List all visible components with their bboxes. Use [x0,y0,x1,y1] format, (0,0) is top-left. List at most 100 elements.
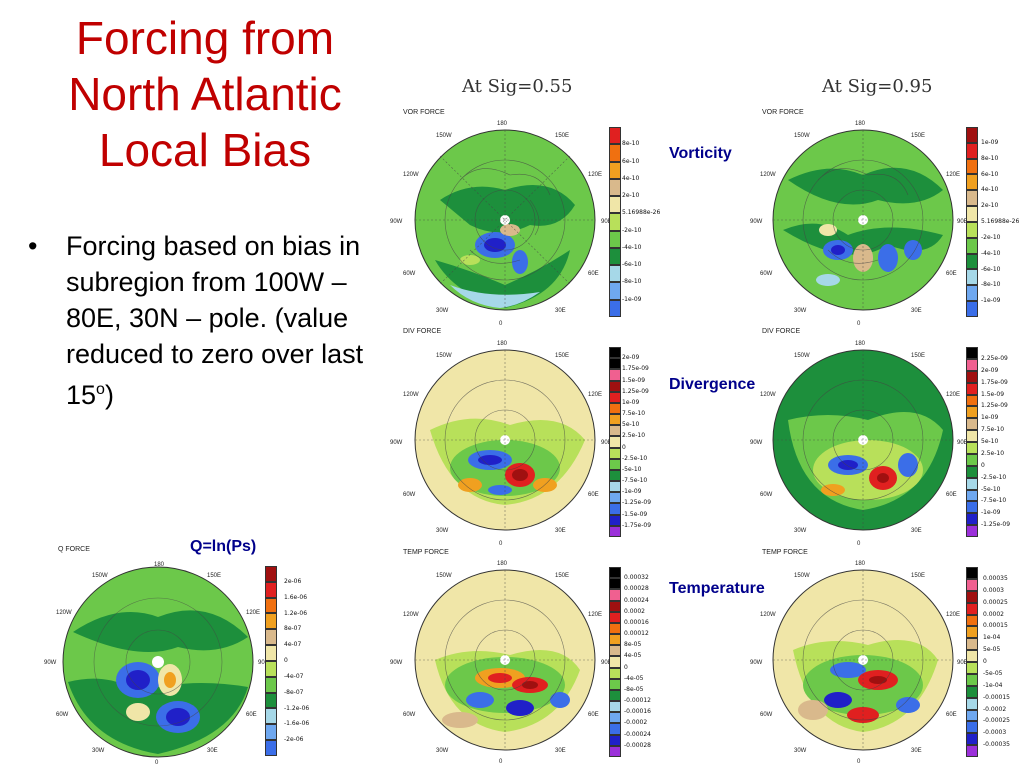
colorbar-label: 0.00012 [624,630,649,638]
colorbar-cell [966,406,978,419]
colorbar-cell [609,436,621,448]
colorbar-label: -1e-04 [983,681,1003,689]
colorbar-cell [609,689,621,702]
colorbar-label: 0.00035 [983,574,1008,582]
colorbar-label: -8e-05 [624,685,644,693]
colorbar-label: 0 [983,658,987,665]
colorbar-cell [966,253,978,270]
colorbar-cell [609,503,621,515]
colorbar-cell [609,369,621,381]
colorbar-cell [966,206,978,222]
colorbar-cell [609,667,621,679]
colorbar-cell [966,662,978,674]
colorbar-vor-095 [966,127,978,317]
colorbar-label: 0 [284,657,288,664]
map-temp-055 [414,569,596,751]
colorbar-q [265,566,277,756]
colorbar-label: 4e-10 [622,174,640,182]
colorbar-label: -0.00015 [983,693,1010,701]
colorbar-cell [966,190,978,207]
colorbar-label: 0.0002 [983,610,1004,618]
colorbar-label: 8e-10 [981,154,999,162]
colorbar-div-055 [609,347,621,537]
colorbar-cell [609,712,621,724]
colorbar-label: 4e-05 [624,652,642,660]
colorbar-cell [609,645,621,657]
colorbar-label: 6e-10 [622,157,640,165]
colorbar-label: 0.00024 [624,596,649,604]
tag-q: Q=ln(Ps) [190,538,257,555]
bullet-text: Forcing based on bias in subregion from … [66,231,364,410]
colorbar-label: -0.00025 [983,717,1010,725]
tag-vorticity: Vorticity [669,145,732,162]
tag-divergence: Divergence [669,376,756,393]
colorbar-cell [265,629,277,646]
colorbar-cell [609,734,621,746]
tag-temperature: Temperature [669,580,765,597]
colorbar-cell [966,709,978,722]
colorbar-label: -5e-10 [622,465,642,473]
colorbar-label: 1.5e-09 [622,376,646,384]
colorbar-label: 1e-04 [983,634,1001,642]
colorbar-cell [609,196,621,214]
panel-title-div-095: DIV FORCE [762,328,801,335]
colorbar-label: 5e-10 [622,421,640,429]
colorbar-label: 6e-10 [981,170,999,178]
colorbar-cell [609,127,621,145]
colorbar-label: -1.5e-09 [622,510,648,518]
colorbar-label: 1e-09 [981,138,999,146]
colorbar-cell [966,489,978,502]
colorbar-cell [609,402,621,415]
colorbar-cell [609,723,621,735]
colorbar-label: 8e-10 [622,140,640,148]
colorbar-label: -1.75e-09 [622,521,652,529]
column-header-right: At Sig=0.95 [822,76,933,97]
colorbar-cell [609,425,621,437]
colorbar-cell [609,391,621,403]
colorbar-cell [966,614,978,627]
colorbar-label: 1.6e-06 [284,593,308,601]
colorbar-label: 0.00028 [624,585,649,593]
colorbar-cell [609,514,621,526]
colorbar-cell [609,611,621,623]
colorbar-label: 0.00016 [624,618,649,626]
colorbar-cell [609,469,621,482]
colorbar-div-095 [966,347,978,537]
colorbar-cell [966,221,978,238]
colorbar-cell [609,525,621,537]
colorbar-label: 5e-10 [981,438,999,445]
colorbar-label: -0.00016 [624,708,651,716]
colorbar-label: 1e-09 [981,414,999,422]
colorbar-cell [966,578,978,591]
colorbar-label: -2e-10 [622,226,642,234]
colorbar-label: 5.16988e-26 [622,209,661,217]
colorbar-cell [966,142,978,159]
colorbar-label: -1.25e-09 [981,521,1011,529]
map-q [62,566,254,758]
colorbar-cell [609,589,621,601]
colorbar-cell [966,590,978,603]
colorbar-cell [609,414,621,426]
colorbar-cell [609,213,621,231]
colorbar-label: 1.75e-09 [981,378,1008,386]
colorbar-cell [609,144,621,162]
colorbar-label: -8e-10 [622,278,642,286]
colorbar-cell [966,697,978,710]
colorbar-label: -1e-09 [981,509,1001,517]
colorbar-cell [609,567,621,579]
colorbar-cell [966,418,978,431]
colorbar-cell [265,692,277,709]
colorbar-cell [265,724,277,741]
colorbar-temp-055 [609,567,621,757]
colorbar-cell [265,676,277,693]
colorbar-cell [966,174,978,191]
map-vor-095 [772,129,954,311]
colorbar-cell [966,127,978,143]
colorbar-label: 5e-05 [983,646,1001,654]
colorbar-label: -6e-10 [981,265,1001,273]
colorbar-cell [609,481,621,493]
colorbar-cell [966,442,978,454]
panel-title-vor-055: VOR FORCE [403,109,445,116]
colorbar-cell [609,492,621,504]
colorbar-label: 1e-09 [622,398,640,406]
